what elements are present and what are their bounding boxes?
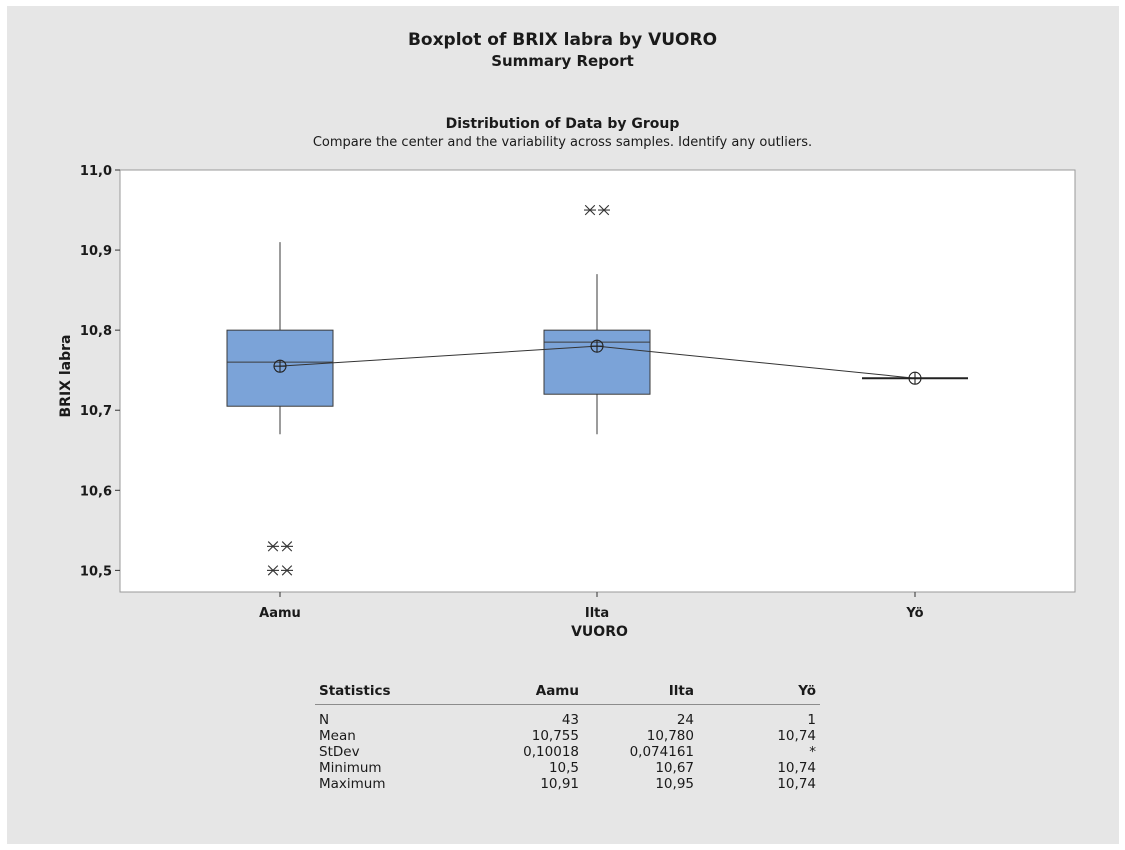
statistics-table: Statistics Aamu Ilta Yö N 43 24 1 Mean 1…	[315, 683, 820, 792]
y-tick-label: 10,9	[80, 244, 112, 259]
statistics-row-maximum: Maximum 10,91 10,95 10,74	[315, 776, 820, 792]
y-tick-label: 10,8	[80, 324, 112, 339]
cell-aamu: 10,91	[540, 776, 579, 792]
boxplot-chart: 10,5 10,6 10,7 10,8 10,9 11,0 Aamu Ilta Yö VUORO B…	[58, 164, 1076, 640]
y-axis-label: BRIX labra	[58, 335, 74, 418]
statistics-header-label: Statistics	[319, 683, 391, 699]
statistics-header-row: Statistics Aamu Ilta Yö	[315, 683, 820, 705]
outlier-marker	[267, 541, 279, 552]
statistics-row-mean: Mean 10,755 10,780 10,74	[315, 728, 820, 744]
statistics-header-aamu: Aamu	[535, 683, 579, 699]
row-label: Maximum	[319, 776, 386, 792]
mean-marker	[908, 371, 922, 385]
y-tick-label: 11,0	[80, 164, 112, 179]
cell-yo: 10,74	[777, 776, 816, 792]
report-title: Boxplot of BRIX labra by VUORO	[407, 30, 718, 50]
row-label: StDev	[319, 744, 360, 760]
cell-yo: 1	[807, 712, 816, 728]
row-label: Minimum	[319, 760, 382, 776]
section-title: Distribution of Data by Group	[445, 116, 680, 132]
x-axis-label: VUORO	[571, 624, 628, 640]
y-tick-label: 10,5	[80, 564, 112, 579]
cell-ilta: 0,074161	[629, 744, 694, 760]
section-description: Compare the center and the variability a…	[312, 135, 813, 150]
statistics-row-n: N 43 24 1	[315, 712, 820, 728]
statistics-row-stdev: StDev 0,10018 0,074161 *	[315, 744, 820, 760]
cell-ilta: 10,95	[655, 776, 694, 792]
outlier-marker	[281, 565, 293, 576]
outlier-marker	[584, 204, 596, 216]
y-tick-label: 10,6	[80, 484, 112, 499]
cell-aamu: 43	[561, 712, 579, 728]
outlier-marker	[281, 541, 293, 552]
y-tick-label: 10,7	[80, 404, 112, 419]
x-tick-label: Yö	[905, 606, 923, 621]
cell-ilta: 24	[676, 712, 694, 728]
cell-aamu: 10,755	[531, 728, 579, 744]
row-label: N	[319, 712, 330, 728]
report-subtitle: Summary Report	[491, 52, 634, 70]
outlier-marker	[598, 204, 610, 216]
mean-marker	[590, 339, 604, 353]
mean-marker	[273, 359, 287, 373]
x-tick-label: Ilta	[585, 606, 609, 621]
statistics-row-minimum: Minimum 10,5 10,67 10,74	[315, 760, 820, 776]
cell-aamu: 10,5	[548, 760, 579, 776]
outlier-marker	[267, 565, 279, 576]
statistics-header-ilta: Ilta	[668, 683, 694, 699]
x-tick-label: Aamu	[259, 606, 301, 621]
cell-yo: *	[809, 744, 816, 760]
cell-ilta: 10,780	[646, 728, 694, 744]
row-label: Mean	[319, 728, 356, 744]
cell-yo: 10,74	[777, 760, 816, 776]
cell-aamu: 0,10018	[523, 744, 579, 760]
cell-yo: 10,74	[777, 728, 816, 744]
statistics-header-yo: Yö	[798, 683, 816, 699]
cell-ilta: 10,67	[655, 760, 694, 776]
